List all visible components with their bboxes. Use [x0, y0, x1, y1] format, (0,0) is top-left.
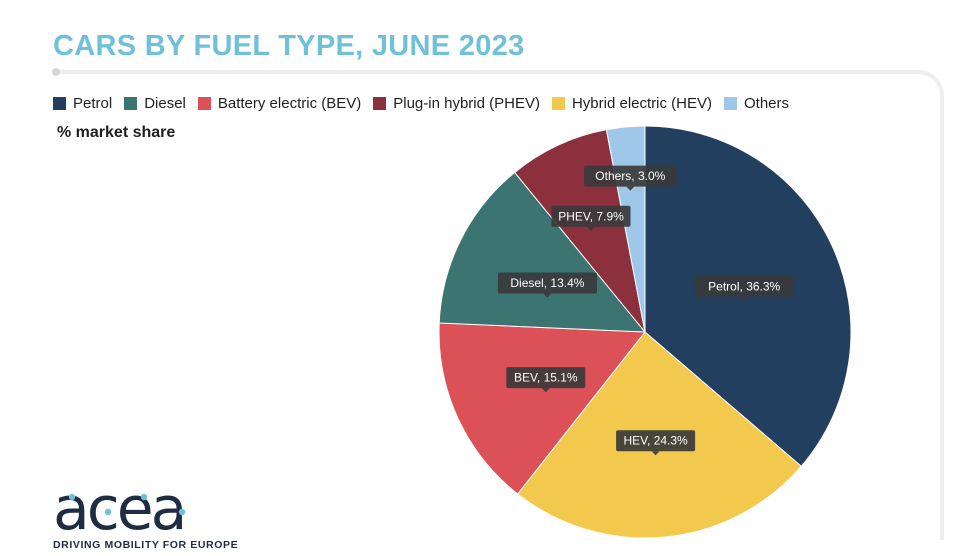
legend-swatch — [124, 97, 138, 110]
legend-label: Others — [744, 95, 790, 112]
legend-item-phev[interactable]: Plug-in hybrid (PHEV) — [373, 95, 540, 112]
acea-logo: acea — [53, 480, 187, 536]
pie-data-labels: Petrol, 36.3% HEV, 24.3% BEV, 15.1% Diesel,… — [497, 165, 794, 456]
legend-swatch — [373, 97, 387, 110]
data-label-hev: HEV, 24.3% — [616, 430, 696, 456]
frame-corner — [900, 70, 944, 540]
legend-swatch — [53, 97, 66, 110]
legend-item-diesel[interactable]: Diesel — [124, 95, 186, 112]
data-label-text: Others, 3.0% — [595, 169, 665, 183]
data-label-others: Others, 3.0% — [584, 165, 677, 191]
legend-swatch — [551, 97, 565, 110]
legend-label: Diesel — [144, 95, 186, 112]
logo-dot — [104, 508, 112, 516]
frame-dot — [52, 68, 60, 76]
unit-label: % market share — [57, 124, 176, 141]
legend-swatch — [724, 97, 737, 110]
legend-item-others[interactable]: Others — [724, 95, 789, 112]
data-label-diesel: Diesel, 13.4% — [497, 272, 597, 298]
data-label-text: Petrol, 36.3% — [708, 279, 780, 293]
chart-title: CARS BY FUEL TYPE, JUNE 2023 — [53, 30, 525, 62]
logo-tagline: DRIVING MOBILITY FOR EUROPE — [53, 539, 239, 551]
chart-legend: Petrol Diesel Battery electric (BEV) Plu… — [53, 95, 801, 112]
data-label-text: HEV, 24.3% — [623, 434, 688, 448]
legend-label: Plug-in hybrid (PHEV) — [393, 95, 540, 112]
legend-label: Petrol — [73, 95, 113, 112]
legend-label: Battery electric (BEV) — [217, 95, 362, 112]
legend-swatch — [197, 97, 211, 110]
legend-item-petrol[interactable]: Petrol — [53, 95, 112, 112]
legend-item-bev[interactable]: Battery electric (BEV) — [197, 95, 362, 112]
pie-slices — [438, 125, 852, 539]
logo-dot — [68, 493, 76, 501]
logo-dot — [140, 493, 148, 501]
data-label-text: PHEV, 7.9% — [558, 209, 624, 223]
legend-label: Hybrid electric (HEV) — [571, 95, 712, 112]
pie-slice-bev[interactable] — [438, 322, 646, 495]
logo-wordmark: acea — [53, 480, 184, 536]
frame-top-line — [56, 70, 924, 74]
data-label-text: BEV, 15.1% — [514, 371, 578, 385]
data-label-petrol: Petrol, 36.3% — [694, 275, 794, 301]
data-label-phev: PHEV, 7.9% — [551, 205, 631, 231]
data-label-text: Diesel, 13.4% — [510, 276, 584, 290]
logo-dot — [178, 508, 186, 516]
legend-item-hev[interactable]: Hybrid electric (HEV) — [551, 95, 712, 112]
data-label-bev: BEV, 15.1% — [506, 367, 586, 393]
